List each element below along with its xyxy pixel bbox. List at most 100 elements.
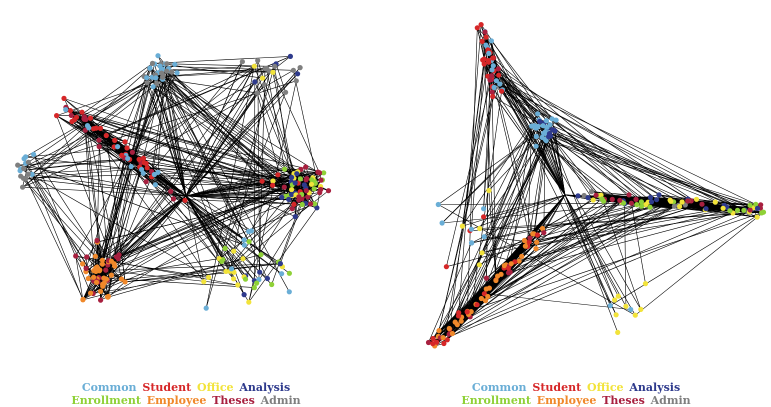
graph-node-admin xyxy=(20,185,25,190)
graph-node-theses xyxy=(318,187,323,192)
graph-node-common xyxy=(153,75,158,80)
graph-node-office xyxy=(223,269,228,274)
graph-edge xyxy=(492,70,556,120)
graph-node-student xyxy=(91,126,96,131)
graph-node-common xyxy=(532,123,537,128)
graph-node-admin xyxy=(298,65,303,70)
graph-node-common xyxy=(550,116,555,121)
graph-node-admin xyxy=(164,61,169,66)
graph-node-employee xyxy=(534,240,539,245)
graph-node-enrollment xyxy=(287,271,292,276)
graph-node-employee xyxy=(98,289,103,294)
legend-enrollment: Enrollment xyxy=(71,394,141,407)
graph-node-analysis xyxy=(295,71,300,76)
graph-node-admin xyxy=(672,204,677,209)
graph-edge xyxy=(449,199,612,328)
graph-node-analysis xyxy=(294,171,299,176)
graph-node-office xyxy=(201,279,206,284)
graph-node-common xyxy=(151,84,156,89)
graph-node-student xyxy=(496,73,501,78)
graph-node-theses xyxy=(69,113,74,118)
legend-analysis: Analysis xyxy=(239,381,290,394)
graph-node-theses xyxy=(308,201,313,206)
graph-node-enrollment xyxy=(634,202,639,207)
graph-node-student xyxy=(88,116,93,121)
graph-node-theses xyxy=(130,150,135,155)
graph-node-enrollment xyxy=(298,176,303,181)
graph-node-common xyxy=(129,164,134,169)
graph-node-employee xyxy=(479,296,484,301)
graph-node-employee xyxy=(119,276,124,281)
graph-node-employee xyxy=(105,294,110,299)
graph-node-analysis xyxy=(293,180,298,185)
graph-node-student xyxy=(119,153,124,158)
graph-node-common xyxy=(534,144,539,149)
graph-node-office xyxy=(231,276,236,281)
graph-node-analysis xyxy=(286,197,291,202)
graph-edge xyxy=(635,212,763,315)
graph-edge xyxy=(99,264,280,271)
graph-node-office xyxy=(677,204,682,209)
graph-node-theses xyxy=(84,254,89,259)
graph-node-admin xyxy=(240,59,245,64)
graph-node-theses xyxy=(594,193,599,198)
graph-node-common xyxy=(242,243,247,248)
graph-node-enrollment xyxy=(258,252,263,257)
graph-node-employee xyxy=(447,326,452,331)
graph-edge xyxy=(601,195,641,309)
graph-node-enrollment xyxy=(282,167,287,172)
graph-node-office xyxy=(477,262,482,267)
graph-node-student xyxy=(79,110,84,115)
graph-node-student xyxy=(145,165,150,170)
graph-node-office xyxy=(612,297,617,302)
graph-node-analysis xyxy=(755,206,760,211)
graph-node-common xyxy=(125,156,130,161)
graph-node-common xyxy=(287,289,292,294)
graph-node-common xyxy=(279,271,284,276)
graph-node-student xyxy=(144,161,149,166)
graph-node-enrollment xyxy=(735,208,740,213)
graph-edge xyxy=(502,91,706,209)
graph-node-theses xyxy=(527,236,532,241)
graph-node-employee xyxy=(533,246,538,251)
graph-node-theses xyxy=(685,198,690,203)
graph-node-common xyxy=(544,118,549,123)
left-graph-edges xyxy=(18,56,329,308)
graph-node-theses xyxy=(629,201,634,206)
graph-node-employee xyxy=(88,291,93,296)
graph-node-common xyxy=(229,266,234,271)
graph-node-employee xyxy=(487,286,492,291)
left-legend-row-1: Common Student Office Analysis xyxy=(36,381,336,394)
graph-node-theses xyxy=(317,170,322,175)
graph-node-employee xyxy=(436,328,441,333)
graph-node-student xyxy=(486,58,491,63)
graph-node-student xyxy=(182,198,187,203)
graph-node-analysis xyxy=(575,193,580,198)
graph-node-theses xyxy=(303,164,308,169)
graph-node-enrollment xyxy=(761,210,766,215)
graph-node-common xyxy=(246,229,251,234)
graph-node-analysis xyxy=(585,195,590,200)
graph-node-student xyxy=(270,183,275,188)
graph-node-common xyxy=(153,182,158,187)
graph-node-office xyxy=(614,312,619,317)
graph-edge xyxy=(536,137,756,205)
graph-node-student xyxy=(499,89,504,94)
graph-node-office xyxy=(591,197,596,202)
graph-node-employee xyxy=(109,273,114,278)
graph-node-common xyxy=(204,306,209,311)
graph-edge xyxy=(26,76,164,157)
legend-student: Student xyxy=(142,381,191,394)
graph-node-theses xyxy=(699,202,704,207)
graph-node-analysis xyxy=(656,192,661,197)
graph-node-office xyxy=(694,197,699,202)
graph-node-theses xyxy=(290,206,295,211)
graph-node-office xyxy=(479,250,484,255)
graph-node-admin xyxy=(159,71,164,76)
graph-node-common xyxy=(242,237,247,242)
graph-node-admin xyxy=(15,163,20,168)
graph-node-common xyxy=(491,63,496,68)
graph-node-theses xyxy=(610,197,615,202)
graph-node-office xyxy=(713,200,718,205)
graph-node-office xyxy=(260,76,265,81)
